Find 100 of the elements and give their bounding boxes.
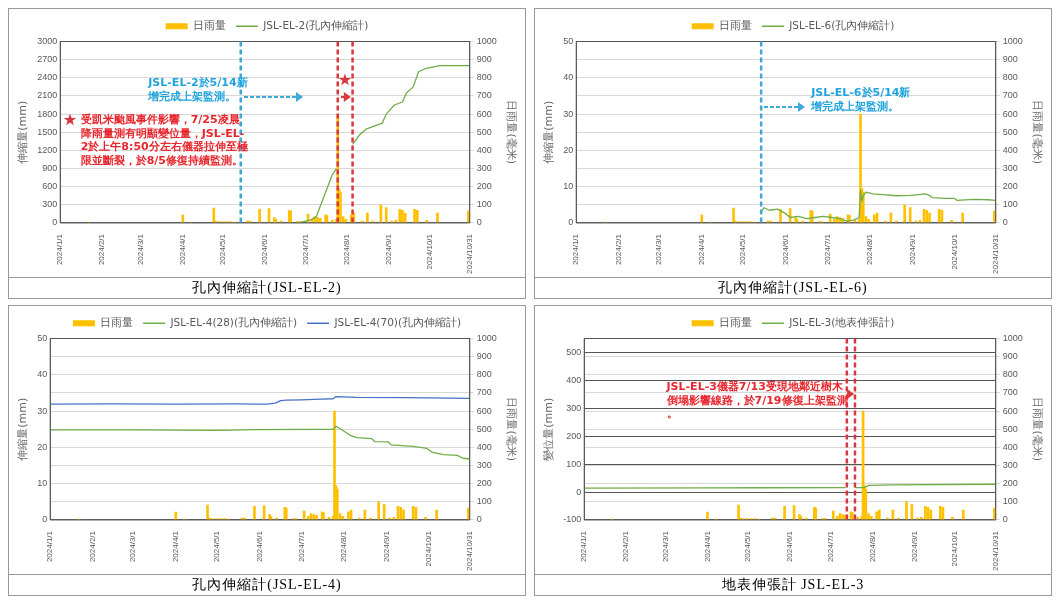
- y-tick-label: 30: [563, 108, 574, 119]
- y2-tick-label: 400: [1002, 441, 1018, 452]
- x-tick-label: 2024/10/31: [464, 530, 474, 572]
- y2-axis-title: 日雨量(毫米): [1030, 100, 1044, 165]
- y-tick-label: 500: [566, 346, 582, 357]
- text: 孔內伸縮計(JSL-EL-2): [9, 277, 525, 298]
- x-tick-label: 2024/7/1: [296, 530, 306, 563]
- y-axis-title: 變位量(mm): [542, 397, 556, 461]
- annotation: JSL-EL-6於5/14新增完成上架監測。: [810, 86, 911, 113]
- y2-tick-label: 600: [1002, 108, 1018, 119]
- y2-tick-label: 700: [476, 387, 492, 398]
- x-tick-label: 2024/10/31: [990, 530, 1000, 572]
- x-tick-label: 2024/7/1: [300, 233, 310, 266]
- y2-tick-label: 800: [476, 72, 492, 83]
- y2-tick-label: 700: [1002, 90, 1018, 101]
- x-tick-label: 2024/7/1: [822, 233, 832, 266]
- y-tick-label: 20: [563, 144, 574, 155]
- y2-tick-label: 300: [1002, 163, 1018, 174]
- y2-tick-label: 0: [476, 514, 482, 525]
- y2-tick-label: 600: [476, 405, 492, 416]
- y-tick-label: 400: [566, 374, 582, 385]
- y-axis-title: 伸縮量(mm): [16, 100, 30, 164]
- y2-tick-label: 1000: [476, 35, 497, 46]
- y2-tick-label: 200: [476, 181, 492, 192]
- y2-tick-label: 800: [1002, 369, 1018, 380]
- x-tick-label: 2024/3/1: [136, 233, 146, 266]
- y-tick-label: 10: [563, 181, 574, 192]
- x-tick-label: 2024/5/1: [212, 530, 222, 563]
- x-tick-label: 2024/10/1: [424, 233, 434, 270]
- x-tick-label: 2024/8/1: [339, 530, 349, 563]
- legend-label: JSL-EL-4(70)(孔內伸縮計): [333, 315, 462, 328]
- text: 孔內伸縮計(JSL-EL-4): [9, 574, 525, 595]
- y-tick-label: 600: [42, 181, 58, 192]
- y2-tick-label: 800: [1002, 72, 1018, 83]
- y2-tick-label: 100: [476, 199, 492, 210]
- y-tick-label: 30: [37, 405, 48, 416]
- legend-label: JSL-EL-4(28)(孔內伸縮計): [169, 315, 298, 328]
- y-tick-label: 0: [568, 217, 574, 228]
- x-tick-label: 2024/6/1: [255, 530, 265, 563]
- y2-tick-label: 500: [476, 423, 492, 434]
- y2-tick-label: 1000: [476, 332, 497, 343]
- x-tick-label: 2024/7/1: [825, 530, 835, 563]
- x-tick-label: 2024/2/1: [97, 233, 107, 266]
- y2-tick-label: 0: [1002, 514, 1008, 525]
- y2-tick-label: 900: [476, 54, 492, 65]
- y2-tick-label: 700: [1002, 387, 1018, 398]
- y2-axis-title: 日雨量(毫米): [504, 397, 518, 462]
- y2-tick-label: 100: [476, 496, 492, 507]
- x-tick-label: 2024/1/1: [579, 530, 589, 563]
- y2-tick-label: 200: [1002, 181, 1018, 192]
- x-tick-label: 2024/10/31: [990, 233, 1000, 275]
- y-tick-label: 3000: [37, 35, 58, 46]
- y-tick-label: 50: [563, 35, 574, 46]
- x-tick-label: 2024/10/1: [950, 530, 960, 567]
- x-tick-label: 2024/3/1: [660, 530, 670, 563]
- legend-label: 日雨量: [100, 315, 134, 328]
- x-tick-label: 2024/8/1: [867, 530, 877, 563]
- y-tick-label: 300: [42, 199, 58, 210]
- x-tick-label: 2024/10/31: [464, 233, 474, 275]
- x-tick-label: 2024/9/1: [384, 233, 394, 266]
- y-tick-label: 1200: [37, 144, 58, 155]
- y2-tick-label: 300: [1002, 460, 1018, 471]
- annotation: 受凱米颱風事件影響，7/25凌晨降雨量測有明顯變位量，JSL-EL-2於上午8:50分左右儀器拉伸至極限並斷裂，於8/5修復持續監測。: [79, 113, 248, 167]
- y-tick-label: 0: [52, 217, 58, 228]
- y-tick-label: -100: [563, 514, 582, 525]
- legend-label: JSL-EL-3(地表伸張計): [788, 315, 895, 328]
- y-tick-label: 20: [37, 441, 48, 452]
- x-tick-label: 2024/1/1: [571, 233, 581, 266]
- x-tick-label: 2024/3/1: [654, 233, 664, 266]
- y2-tick-label: 500: [1002, 126, 1018, 137]
- text: 地表伸張計 JSL-EL-3: [535, 574, 1051, 595]
- y-axis-title: 伸縮量(mm): [542, 100, 556, 164]
- x-tick-label: 2024/5/1: [743, 530, 753, 563]
- y2-tick-label: 800: [476, 369, 492, 380]
- y2-tick-label: 600: [1002, 405, 1018, 416]
- x-tick-label: 2024/8/1: [865, 233, 875, 266]
- x-tick-label: 2024/2/1: [88, 530, 98, 563]
- y2-tick-label: 0: [1002, 217, 1008, 228]
- y2-tick-label: 400: [1002, 144, 1018, 155]
- y2-tick-label: 1000: [1002, 35, 1023, 46]
- y2-tick-label: 900: [1002, 351, 1018, 362]
- legend-label: 日雨量: [192, 18, 226, 31]
- y-tick-label: 2700: [37, 54, 58, 65]
- x-tick-label: 2024/5/1: [218, 233, 228, 266]
- x-tick-label: 2024/9/1: [382, 530, 392, 563]
- y2-tick-label: 0: [476, 217, 482, 228]
- annotation: JSL-EL-3儀器7/13受現地鄰近樹木倒塌影響線路，於7/19修復上架監測。: [665, 380, 848, 421]
- legend-label: JSL-EL-2(孔內伸縮計): [262, 18, 369, 31]
- x-tick-label: 2024/4/1: [702, 530, 712, 563]
- x-tick-label: 2024/6/1: [781, 233, 791, 266]
- legend-label: 日雨量: [718, 18, 752, 31]
- text: 孔內伸縮計(JSL-EL-6): [535, 277, 1051, 298]
- y-tick-label: 0: [42, 514, 48, 525]
- x-tick-label: 2024/2/1: [614, 233, 624, 266]
- x-tick-label: 2024/4/1: [178, 233, 188, 266]
- x-tick-label: 2024/1/1: [55, 233, 65, 266]
- y2-tick-label: 900: [1002, 54, 1018, 65]
- y-tick-label: 900: [42, 163, 58, 174]
- y2-tick-label: 900: [476, 351, 492, 362]
- x-tick-label: 2024/9/1: [909, 530, 919, 563]
